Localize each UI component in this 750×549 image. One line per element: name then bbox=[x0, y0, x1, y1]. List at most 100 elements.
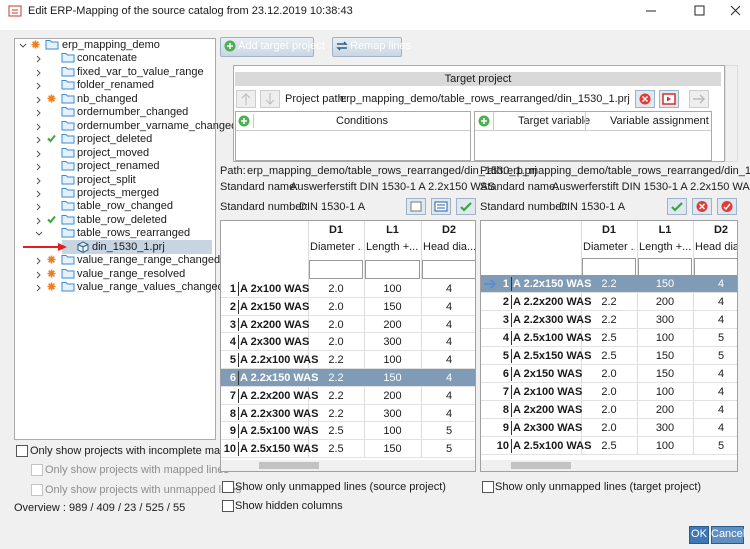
expander[interactable] bbox=[35, 95, 43, 104]
tool-button[interactable] bbox=[456, 198, 476, 215]
expander[interactable] bbox=[35, 81, 43, 90]
expander[interactable] bbox=[35, 270, 43, 279]
move-down[interactable] bbox=[260, 90, 280, 108]
cancel-button[interactable] bbox=[711, 526, 744, 544]
icon-part bbox=[61, 228, 75, 238]
row-name: A 2.2x300 WAS bbox=[240, 408, 319, 420]
expander[interactable] bbox=[35, 202, 43, 211]
cell: 5 bbox=[717, 350, 725, 362]
tree-label: din_1530_1.prj bbox=[92, 241, 165, 253]
cell: 300 bbox=[383, 408, 402, 420]
row-separator bbox=[511, 367, 512, 381]
icon-part bbox=[47, 269, 56, 278]
checkbox bbox=[31, 484, 43, 496]
folder-icon bbox=[61, 213, 75, 226]
checkbox[interactable] bbox=[16, 445, 28, 457]
icon-part bbox=[36, 217, 41, 225]
expander[interactable] bbox=[35, 216, 43, 225]
row-number: 10 bbox=[223, 443, 236, 455]
tool-button[interactable] bbox=[717, 198, 737, 215]
expander[interactable] bbox=[35, 122, 43, 131]
scroll-thumb[interactable] bbox=[259, 462, 319, 469]
icon-part bbox=[61, 215, 75, 225]
ok-button[interactable] bbox=[689, 526, 709, 544]
icon-part bbox=[19, 43, 27, 48]
expander[interactable] bbox=[35, 256, 43, 265]
add-variable[interactable] bbox=[478, 115, 490, 127]
filter-input[interactable] bbox=[694, 258, 737, 276]
icon-part bbox=[61, 201, 75, 211]
icon-part bbox=[61, 80, 75, 90]
icon-part bbox=[484, 279, 497, 289]
row-number: 5 bbox=[229, 354, 236, 366]
checkbox[interactable] bbox=[222, 500, 234, 512]
expander[interactable] bbox=[35, 149, 43, 158]
tool-button[interactable] bbox=[667, 198, 687, 215]
column-header: L1 bbox=[658, 224, 672, 236]
icon-part bbox=[61, 188, 75, 198]
expander[interactable] bbox=[35, 68, 43, 77]
filter-input[interactable] bbox=[638, 258, 692, 276]
folder-icon bbox=[61, 253, 75, 266]
row-separator bbox=[238, 299, 239, 314]
icon-part bbox=[36, 190, 41, 198]
row-number: 3 bbox=[229, 319, 236, 331]
tool-button[interactable] bbox=[406, 198, 426, 215]
button[interactable] bbox=[332, 37, 402, 57]
open-button[interactable] bbox=[659, 90, 679, 108]
folder-icon bbox=[61, 280, 75, 293]
row-line bbox=[481, 328, 737, 329]
expander[interactable] bbox=[35, 162, 43, 171]
status-icon bbox=[47, 269, 56, 278]
expander[interactable] bbox=[35, 283, 43, 292]
tool-button[interactable] bbox=[431, 198, 451, 215]
cell: 150 bbox=[655, 278, 675, 290]
checkbox[interactable] bbox=[222, 481, 234, 493]
row-number: 6 bbox=[502, 368, 509, 380]
folder-icon bbox=[61, 78, 75, 91]
checkbox bbox=[31, 464, 43, 476]
expander[interactable] bbox=[35, 176, 43, 185]
cell: 5 bbox=[717, 332, 725, 344]
cell: 200 bbox=[383, 390, 402, 402]
tree-label: value_range_values_changed bbox=[77, 281, 224, 293]
remove-button[interactable] bbox=[635, 90, 655, 108]
icon-part bbox=[61, 282, 75, 292]
move-up[interactable] bbox=[236, 90, 256, 108]
button-label: Cancel bbox=[711, 528, 746, 540]
expander[interactable] bbox=[19, 41, 27, 49]
cell: 4 bbox=[445, 390, 453, 402]
close[interactable] bbox=[730, 5, 741, 16]
icon-part bbox=[36, 55, 41, 63]
button[interactable] bbox=[220, 37, 314, 57]
filter-input[interactable] bbox=[365, 260, 420, 279]
expander[interactable] bbox=[35, 135, 43, 144]
icon-part bbox=[61, 134, 75, 144]
tool-button[interactable] bbox=[692, 198, 712, 215]
expander[interactable] bbox=[35, 229, 43, 237]
cell: 300 bbox=[383, 336, 402, 348]
row-line bbox=[481, 292, 737, 293]
row-line bbox=[481, 436, 737, 437]
expander[interactable] bbox=[35, 54, 43, 63]
expander[interactable] bbox=[35, 108, 43, 117]
status-icon bbox=[47, 94, 56, 103]
add-condition[interactable] bbox=[238, 115, 250, 127]
checkbox[interactable] bbox=[482, 481, 494, 493]
filter-input[interactable] bbox=[582, 258, 636, 276]
icon-part bbox=[45, 40, 59, 50]
filter-input[interactable] bbox=[422, 260, 475, 279]
expander[interactable] bbox=[35, 189, 43, 198]
button-label: OK bbox=[691, 528, 707, 540]
scroll-thumb[interactable] bbox=[511, 462, 571, 469]
folder-icon bbox=[61, 132, 75, 145]
icon-part bbox=[36, 82, 41, 90]
separator bbox=[585, 112, 586, 130]
forward-button[interactable] bbox=[689, 90, 709, 108]
maximize[interactable] bbox=[694, 5, 705, 16]
cell: 100 bbox=[655, 440, 675, 452]
row-name: A 2.5x150 WAS bbox=[513, 350, 592, 362]
folder-icon bbox=[61, 226, 75, 239]
filter-input[interactable] bbox=[309, 260, 363, 279]
